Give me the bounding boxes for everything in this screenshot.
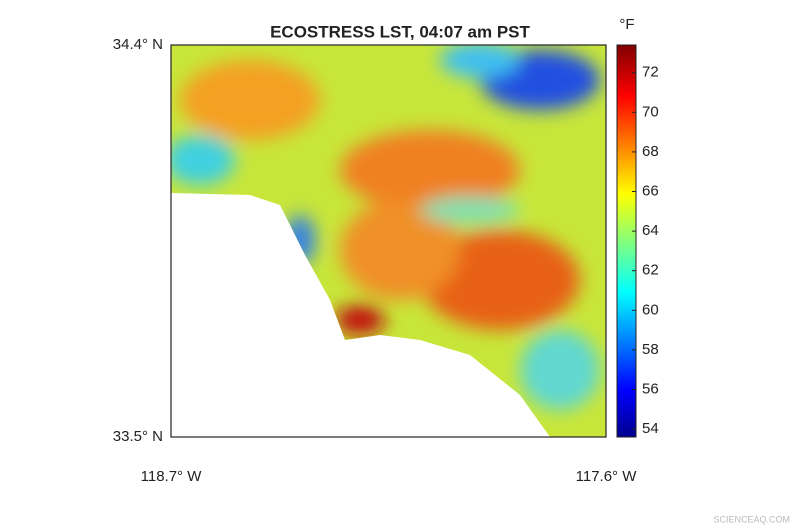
colorbar-tick-label: 70 bbox=[642, 103, 659, 120]
colorbar-tick-label: 68 bbox=[642, 143, 659, 160]
colorbar-tick-label: 60 bbox=[642, 301, 659, 318]
colorbar-unit: °F bbox=[619, 16, 634, 33]
colorbar-tick-label: 54 bbox=[642, 420, 659, 437]
map-frame bbox=[170, 44, 607, 438]
colorbar-tick-label: 72 bbox=[642, 64, 659, 81]
lon-label: 117.6° W bbox=[576, 468, 638, 485]
map-title: ECOSTRESS LST, 04:07 am PST bbox=[270, 22, 530, 41]
colorbar-tick-label: 56 bbox=[642, 380, 659, 397]
lon-label: 118.7° W bbox=[141, 468, 203, 485]
colorbar-tick-label: 58 bbox=[642, 341, 659, 358]
temperature-map bbox=[171, 45, 606, 437]
lat-label: 34.4° N bbox=[113, 36, 163, 53]
colorbar-tick-label: 62 bbox=[642, 262, 659, 279]
lat-label: 33.5° N bbox=[113, 428, 163, 445]
colorbar-tick-label: 64 bbox=[642, 222, 659, 239]
watermark: SCIENCEAQ.COM bbox=[713, 514, 790, 524]
colorbar bbox=[616, 44, 637, 438]
colorbar-tick-label: 66 bbox=[642, 182, 659, 199]
